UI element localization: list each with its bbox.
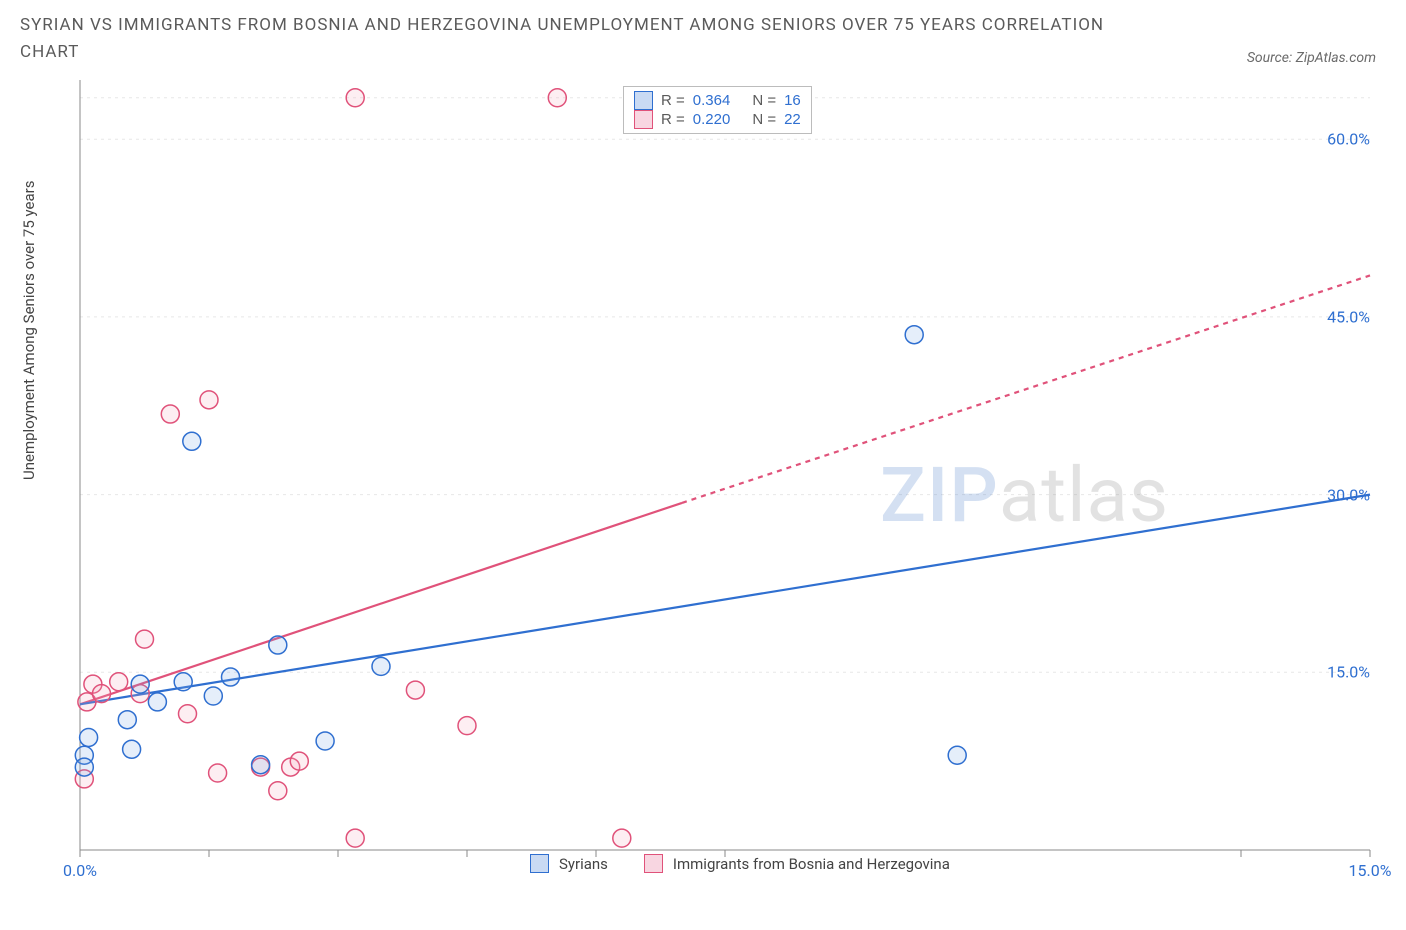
n-label: N = [752, 111, 776, 128]
swatch-bosnia-bottom [644, 854, 663, 873]
chart-area: 15.0%30.0%45.0%60.0% 0.0%15.0% ZIPatlas … [60, 80, 1380, 880]
swatch-syrians-bottom [530, 854, 549, 873]
n-label: N = [752, 92, 776, 109]
y-tick-label: 45.0% [1327, 307, 1370, 326]
r-label: R = [661, 92, 685, 109]
y-tick-label: 15.0% [1327, 663, 1370, 682]
legend-row-bosnia: R = 0.220 N = 22 [634, 110, 801, 129]
legend-correlation: R = 0.364 N = 16 R = 0.220 N = 22 [623, 86, 812, 134]
legend-label-bosnia: Immigrants from Bosnia and Herzegovina [673, 855, 950, 873]
swatch-bosnia [634, 110, 653, 129]
x-tick-label: 0.0% [63, 861, 97, 880]
n-value: 16 [784, 92, 801, 109]
x-tick-label: 15.0% [1349, 861, 1392, 880]
chart-title: SYRIAN VS IMMIGRANTS FROM BOSNIA AND HER… [20, 12, 1120, 66]
swatch-syrians [634, 91, 653, 110]
y-tick-label: 30.0% [1327, 485, 1370, 504]
r-label: R = [661, 111, 685, 128]
legend-row-syrians: R = 0.364 N = 16 [634, 91, 801, 110]
r-value: 0.364 [693, 92, 731, 109]
scatter-plot [60, 80, 1380, 860]
y-tick-label: 60.0% [1327, 130, 1370, 149]
n-value: 22 [784, 111, 801, 128]
legend-label-syrians: Syrians [559, 855, 608, 873]
legend-series: Syrians Immigrants from Bosnia and Herze… [530, 854, 950, 873]
source-credit: Source: ZipAtlas.com [1247, 50, 1376, 66]
r-value: 0.220 [693, 111, 731, 128]
y-axis-label: Unemployment Among Seniors over 75 years [20, 181, 38, 480]
